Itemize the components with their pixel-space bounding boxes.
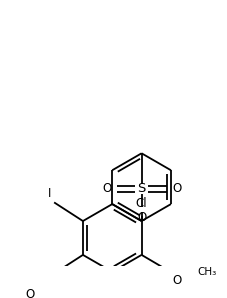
Text: S: S xyxy=(137,182,145,195)
Text: CH₃: CH₃ xyxy=(197,267,216,277)
Text: O: O xyxy=(25,288,34,298)
Text: O: O xyxy=(136,211,146,224)
Text: Cl: Cl xyxy=(135,197,147,210)
Text: O: O xyxy=(171,274,181,287)
Text: I: I xyxy=(48,187,51,200)
Text: O: O xyxy=(102,182,111,195)
Text: O: O xyxy=(171,182,180,195)
